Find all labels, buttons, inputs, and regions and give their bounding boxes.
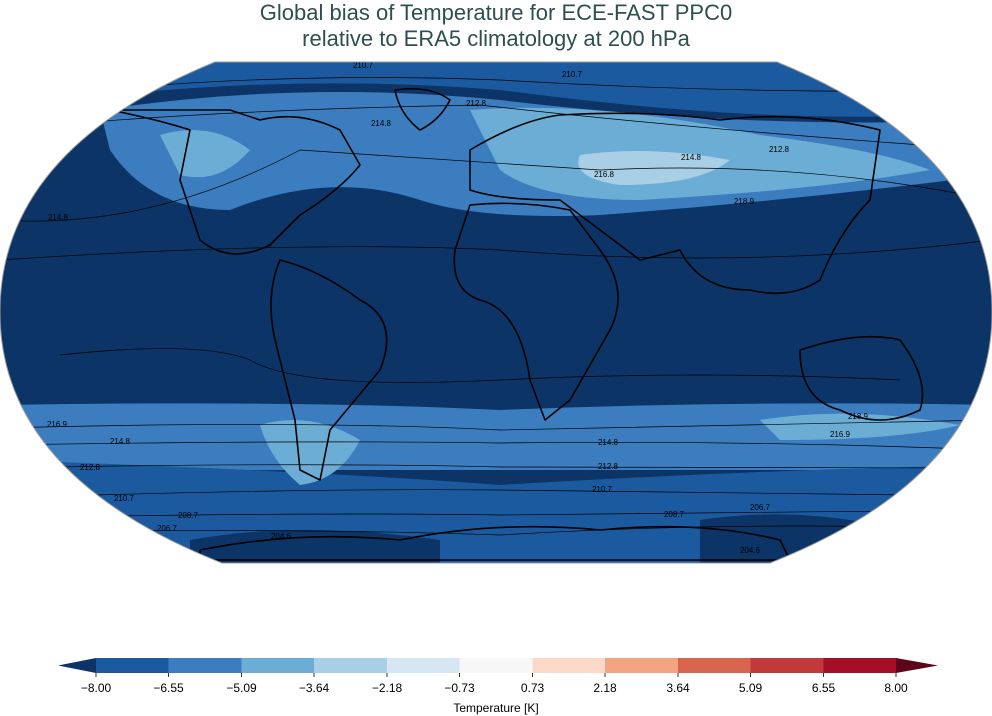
contour-label: 206.7 bbox=[750, 503, 771, 512]
contour-line bbox=[0, 441, 992, 451]
contour-label: 216.9 bbox=[47, 420, 68, 429]
contour-label: 204.6 bbox=[271, 532, 292, 541]
field-band bbox=[160, 107, 930, 200]
colorbar-segment bbox=[241, 658, 314, 673]
title-line: Global bias of Temperature for ECE-FAST … bbox=[260, 0, 732, 25]
contour-line bbox=[0, 509, 992, 519]
contour-label: 214.8 bbox=[110, 437, 131, 446]
field-band bbox=[0, 62, 992, 117]
contour-line bbox=[0, 239, 992, 261]
contour-label: 216.9 bbox=[830, 430, 851, 439]
colorbar-tick-label: −5.09 bbox=[226, 681, 257, 695]
contour-label: 208.7 bbox=[664, 510, 685, 519]
map-frame bbox=[0, 61, 992, 564]
contour-label: 210.7 bbox=[562, 70, 583, 79]
contour-label: 212.8 bbox=[598, 462, 619, 471]
title-line: relative to ERA5 climatology at 200 hPa bbox=[302, 26, 690, 51]
contour-label: 214.8 bbox=[598, 438, 619, 447]
coastline bbox=[394, 87, 451, 131]
colorbar-segment bbox=[823, 658, 896, 673]
contour-label: 204.6 bbox=[740, 546, 761, 555]
colorbar-tick-label: 2.18 bbox=[593, 681, 617, 695]
map: 210.7 210.7 212.8 214.8 212.8 214.8 216.8 218.9… bbox=[0, 61, 992, 563]
coastline bbox=[453, 202, 619, 421]
field-band bbox=[190, 514, 900, 563]
colorbar-tick-label: 3.64 bbox=[666, 681, 690, 695]
contour-label: 212.8 bbox=[466, 99, 487, 108]
contour-label: 210.7 bbox=[353, 61, 374, 70]
coastline bbox=[270, 259, 388, 481]
field-band bbox=[260, 413, 960, 485]
contour-labels: 210.7 210.7 212.8 214.8 212.8 214.8 216.8 218.9… bbox=[47, 61, 869, 555]
contour-label: 218.9 bbox=[734, 197, 755, 206]
coastlines bbox=[109, 87, 924, 561]
colorbar-tick-label: −6.55 bbox=[153, 681, 184, 695]
colorbar-tick-label: −8.00 bbox=[81, 681, 112, 695]
colorbar-segment bbox=[532, 658, 605, 673]
colorbar-segment bbox=[387, 658, 460, 673]
contour-label: 214.8 bbox=[371, 119, 392, 128]
colorbar-segment bbox=[459, 658, 533, 673]
coastline bbox=[469, 112, 881, 295]
colorbar-extend bbox=[58, 658, 96, 673]
coastline bbox=[799, 335, 924, 421]
contour-label: 214.8 bbox=[681, 153, 702, 162]
contour-label: 212.8 bbox=[769, 145, 790, 154]
colorbar-segment bbox=[314, 658, 387, 673]
contour-line bbox=[0, 525, 992, 536]
colorbar-segment bbox=[168, 658, 242, 673]
colorbar-segment bbox=[605, 658, 678, 673]
colorbar: −8.00 −6.55 −5.09 −3.64 −2.18 −0.73 0.73 2.18 3.… bbox=[58, 658, 938, 715]
colorbar-tick-label: 8.00 bbox=[884, 681, 908, 695]
contour-label: 208.7 bbox=[178, 511, 199, 520]
colorbar-tick-label: 0.73 bbox=[521, 681, 545, 695]
contour-label: 218.9 bbox=[848, 412, 869, 421]
colorbar-tick-label: 6.55 bbox=[812, 681, 836, 695]
coastline bbox=[109, 109, 361, 255]
field-band bbox=[0, 403, 992, 470]
contour-label: 206.7 bbox=[157, 524, 178, 533]
colorbar-label: Temperature [K] bbox=[453, 701, 538, 715]
contour-label: 210.7 bbox=[114, 494, 135, 503]
contour-line bbox=[0, 149, 992, 222]
coastline bbox=[199, 525, 791, 561]
contour-label: 212.8 bbox=[80, 463, 101, 472]
contour-line bbox=[0, 104, 992, 151]
contour-label: 216.8 bbox=[594, 170, 615, 179]
contour-line bbox=[0, 419, 992, 431]
contour-line bbox=[0, 464, 992, 469]
colorbar-tick-label: −0.73 bbox=[444, 681, 475, 695]
contour-label: 214.8 bbox=[48, 213, 69, 222]
colorbar-tick-label: −2.18 bbox=[372, 681, 403, 695]
colorbar-extend bbox=[896, 658, 938, 673]
contour-label: 210.7 bbox=[592, 485, 613, 494]
colorbar-segment bbox=[96, 658, 169, 673]
colorbar-tick-label: 5.09 bbox=[739, 681, 763, 695]
colorbar-tick-label: −3.64 bbox=[299, 681, 330, 695]
colorbar-segment bbox=[750, 658, 824, 673]
colorbar-segment bbox=[678, 658, 751, 673]
contour-line bbox=[59, 348, 901, 383]
